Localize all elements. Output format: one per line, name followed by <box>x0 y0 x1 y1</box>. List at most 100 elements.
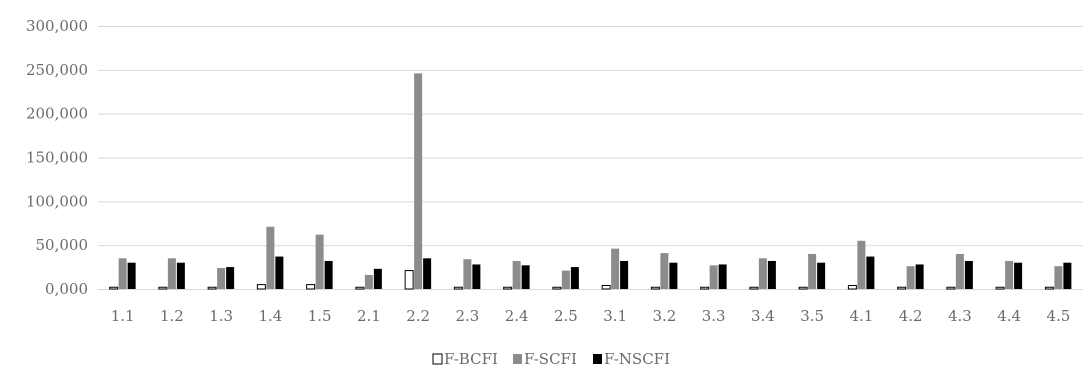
bar-f-scfi-2-3 <box>463 259 472 289</box>
bar-f-nscfi-1-5 <box>324 260 333 289</box>
bar-f-nscfi-2-5 <box>570 267 579 289</box>
x-axis-tick-labels: 1.1 1.2 1.3 1.4 1.5 2.1 2.2 2.3 2.4 2.5 3.1 3.2 3.3 3… <box>111 307 1071 325</box>
bar-f-bcfi-2-5 <box>552 286 562 290</box>
legend-label-f-bcfi: F-BCFI <box>444 350 498 368</box>
bar-f-scfi-1-4 <box>266 226 275 289</box>
bar-f-bcfi-2-4 <box>503 286 513 290</box>
bar-f-scfi-2-1 <box>364 274 373 289</box>
y-tick-label: 200,000 <box>26 105 88 123</box>
bar-f-nscfi-2-1 <box>373 268 382 289</box>
bar-f-bcfi-4-4 <box>995 286 1005 290</box>
gridlines <box>98 26 1083 290</box>
bar-f-bcfi-1-3 <box>207 286 217 290</box>
bar-f-scfi-3-4 <box>758 258 767 289</box>
legend-swatch-f-nscfi <box>593 354 602 364</box>
x-tick-label: 2.4 <box>505 307 529 325</box>
bar-f-bcfi-1-4 <box>256 284 266 290</box>
x-tick-label: 2.5 <box>554 307 578 325</box>
bar-f-scfi-4-3 <box>955 253 964 289</box>
bar-f-bcfi-4-1 <box>847 284 857 290</box>
y-tick-label: 50,000 <box>36 236 89 254</box>
x-tick-label: 1.1 <box>111 307 135 325</box>
bar-f-nscfi-2-4 <box>521 265 530 289</box>
bar-f-scfi-4-1 <box>857 240 866 289</box>
bars <box>109 73 1072 290</box>
y-tick-label: 150,000 <box>26 149 88 167</box>
x-tick-label: 3.2 <box>652 307 676 325</box>
bar-f-bcfi-2-3 <box>453 286 463 290</box>
y-axis-tick-labels: 0,000 50,000 100,000 150,000 200,000 250,000 3… <box>26 17 88 298</box>
bar-f-nscfi-4-2 <box>915 264 924 289</box>
bar-f-scfi-4-2 <box>906 266 915 289</box>
x-tick-label: 1.4 <box>258 307 282 325</box>
bar-f-scfi-4-4 <box>1005 260 1014 289</box>
bar-f-nscfi-1-2 <box>176 262 185 289</box>
bar-f-scfi-1-3 <box>217 267 226 289</box>
bar-f-scfi-2-4 <box>512 260 521 289</box>
y-tick-label: 250,000 <box>26 61 88 79</box>
x-tick-label: 3.4 <box>751 307 775 325</box>
x-tick-label: 4.4 <box>997 307 1021 325</box>
bar-f-bcfi-2-1 <box>355 286 365 290</box>
x-tick-label: 3.5 <box>800 307 824 325</box>
y-tick-label: 300,000 <box>26 17 88 35</box>
bar-f-scfi-3-5 <box>808 253 817 289</box>
bar-f-nscfi-3-2 <box>669 262 678 289</box>
x-tick-label: 1.2 <box>160 307 184 325</box>
bar-f-scfi-1-1 <box>118 258 127 289</box>
bar-f-nscfi-4-4 <box>1014 262 1023 289</box>
bar-f-nscfi-3-4 <box>767 260 776 289</box>
bar-f-bcfi-3-3 <box>700 286 710 290</box>
bar-f-bcfi-2-2 <box>404 270 414 290</box>
bar-f-bcfi-4-3 <box>946 286 956 290</box>
x-tick-label: 4.3 <box>948 307 972 325</box>
bar-f-nscfi-2-3 <box>472 264 481 289</box>
x-tick-label: 3.3 <box>702 307 726 325</box>
bar-f-bcfi-3-5 <box>798 286 808 290</box>
bar-f-bcfi-4-2 <box>897 286 907 290</box>
bar-f-nscfi-1-1 <box>127 262 136 289</box>
x-tick-label: 1.3 <box>209 307 233 325</box>
x-tick-label: 4.5 <box>1046 307 1070 325</box>
bar-f-bcfi-3-1 <box>601 284 611 290</box>
x-tick-label: 4.1 <box>849 307 873 325</box>
bar-f-scfi-1-5 <box>315 234 324 289</box>
y-tick-label: 0,000 <box>45 280 88 298</box>
x-tick-label: 1.5 <box>308 307 332 325</box>
legend-swatch-f-bcfi <box>432 353 443 365</box>
y-tick-label: 100,000 <box>26 192 88 210</box>
bar-f-nscfi-4-3 <box>964 260 973 289</box>
x-tick-label: 2.3 <box>455 307 479 325</box>
bar-f-nscfi-2-2 <box>423 258 432 289</box>
bar-f-scfi-4-5 <box>1054 266 1063 289</box>
bar-f-nscfi-1-4 <box>275 256 284 289</box>
bar-f-scfi-1-2 <box>167 258 176 289</box>
bar-f-bcfi-4-5 <box>1044 286 1054 290</box>
bar-f-scfi-2-5 <box>561 270 570 289</box>
bar-f-scfi-3-1 <box>611 248 620 289</box>
bar-f-nscfi-1-3 <box>226 267 235 289</box>
bar-f-bcfi-3-4 <box>749 286 759 290</box>
bar-f-bcfi-1-5 <box>306 284 316 290</box>
bar-f-scfi-2-2 <box>414 73 423 289</box>
bar-f-bcfi-1-1 <box>109 286 119 290</box>
bar-f-nscfi-4-1 <box>866 256 875 289</box>
bar-f-bcfi-3-2 <box>650 286 660 290</box>
x-tick-label: 2.2 <box>406 307 430 325</box>
x-tick-label: 3.1 <box>603 307 627 325</box>
legend-label-f-nscfi: F-NSCFI <box>604 350 670 368</box>
bar-f-nscfi-3-5 <box>817 262 826 289</box>
bar-f-nscfi-3-1 <box>620 260 629 289</box>
bar-f-bcfi-1-2 <box>158 286 168 290</box>
bar-f-scfi-3-2 <box>660 253 669 289</box>
x-tick-label: 2.1 <box>357 307 381 325</box>
bar-f-nscfi-3-3 <box>718 264 727 289</box>
bar-f-nscfi-4-5 <box>1063 262 1072 289</box>
x-tick-label: 4.2 <box>899 307 923 325</box>
legend-label-f-scfi: F-SCFI <box>524 350 577 368</box>
bar-f-scfi-3-3 <box>709 265 718 289</box>
legend-swatch-f-scfi <box>513 354 522 364</box>
legend: F-BCFI F-SCFI F-NSCFI <box>432 350 670 368</box>
